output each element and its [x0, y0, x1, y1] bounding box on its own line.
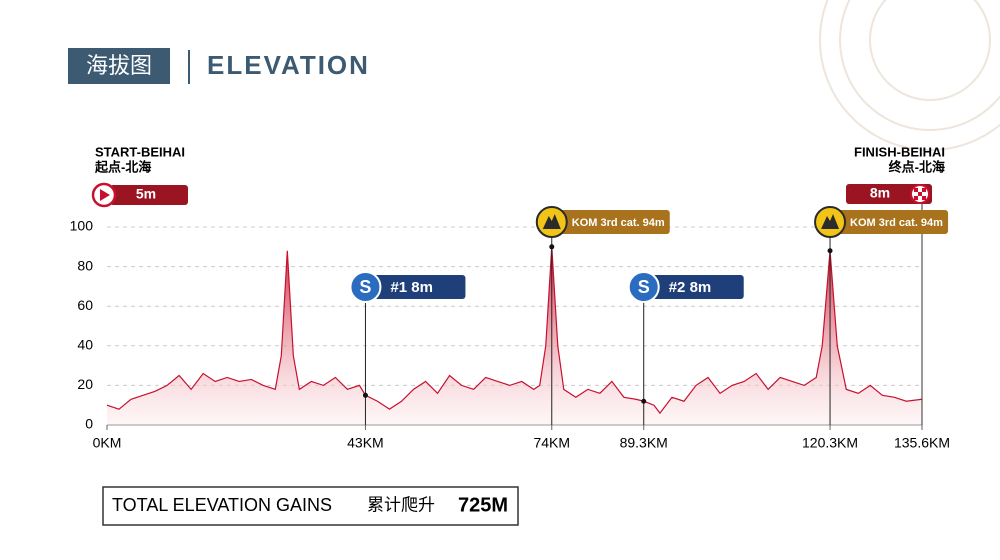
finish-name-cn: 终点-北海 — [889, 159, 945, 174]
sprint-icon-label: S — [359, 277, 371, 297]
finish-pill — [846, 184, 932, 204]
title-cn: 海拔图 — [86, 53, 152, 78]
title-en: ELEVATION — [207, 50, 370, 80]
kom-pill — [551, 210, 670, 234]
sprint-label: #2 8m — [669, 279, 712, 296]
x-tick-label: 0KM — [93, 435, 122, 451]
title-box — [68, 48, 170, 84]
finish-icon — [914, 188, 926, 200]
total-label-cn: 累计爬升 — [367, 495, 435, 514]
finish-elevation: 8m — [870, 185, 890, 201]
decoration — [819, 0, 1000, 151]
sprint-point — [641, 398, 647, 404]
start-name-cn: 起点-北海 — [94, 159, 151, 174]
kom-point — [827, 248, 833, 254]
kom-point — [549, 244, 555, 250]
kom-pill — [830, 210, 949, 234]
y-tick-label: 100 — [70, 218, 94, 234]
x-tick-label: 89.3KM — [620, 435, 668, 451]
start-name: START-BEIHAI — [95, 144, 185, 159]
sprint-pill — [365, 275, 466, 299]
sprint-icon-label: S — [638, 277, 650, 297]
start-elevation: 5m — [136, 186, 156, 202]
sprint-icon — [627, 271, 660, 303]
x-tick-label: 135.6KM — [894, 435, 950, 451]
x-tick-label: 120.3KM — [802, 435, 858, 451]
y-tick-label: 20 — [77, 376, 93, 392]
y-tick-label: 0 — [85, 416, 93, 432]
kom-icon — [542, 214, 561, 229]
kom-label: KOM 3rd cat. 94m — [572, 217, 665, 229]
sprint-icon — [349, 271, 382, 303]
elevation-line — [106, 246, 923, 415]
total-box — [102, 486, 519, 526]
elevation-area — [107, 246, 922, 425]
start-icon — [100, 189, 110, 201]
x-tick-label: 43KM — [347, 435, 384, 451]
sprint-pill — [643, 275, 744, 299]
total-value: 725M — [458, 494, 508, 516]
y-tick-label: 60 — [77, 297, 93, 313]
sprint-label: #1 8m — [390, 279, 433, 296]
finish-name: FINISH-BEIHAI — [854, 144, 945, 159]
x-tick-label: 74KM — [533, 435, 570, 451]
kom-label: KOM 3rd cat. 94m — [850, 217, 943, 229]
total-label-en: TOTAL ELEVATION GAINS — [112, 495, 332, 515]
y-tick-label: 80 — [77, 257, 93, 273]
y-tick-label: 40 — [77, 337, 93, 353]
start-pill — [110, 185, 188, 205]
kom-icon — [821, 214, 840, 229]
sprint-point — [362, 392, 368, 398]
